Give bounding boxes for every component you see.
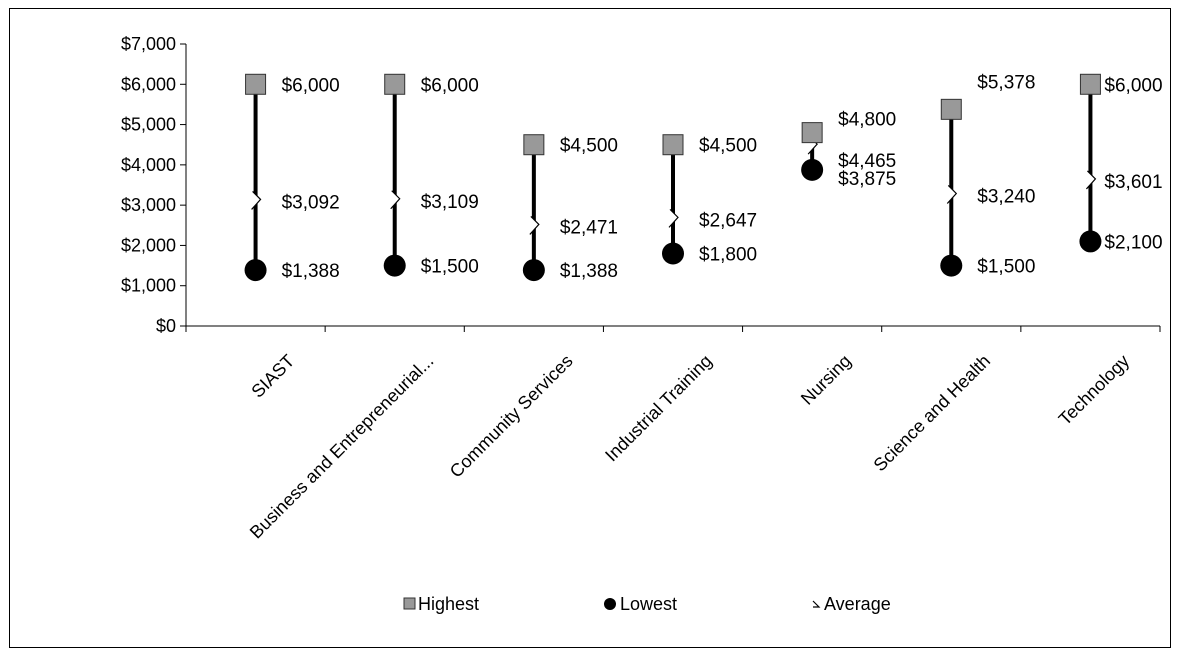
lowest-marker xyxy=(940,254,963,277)
x-category-label: Industrial Training xyxy=(601,351,716,466)
average-marker xyxy=(529,216,540,235)
average-marker xyxy=(946,185,958,204)
plot-area: $6,000 $3,092 $1,388 $6,000 $3,109 $1,500 $4,5… xyxy=(244,72,1163,282)
y-tick-label: $4,000 xyxy=(121,155,176,175)
highest-marker xyxy=(801,122,823,144)
highest-data-label: $4,500 xyxy=(699,136,757,157)
y-tick-label: $2,000 xyxy=(121,235,176,255)
highest-data-label: $5,378 xyxy=(977,72,1035,93)
legend-average-label: Average xyxy=(824,594,891,614)
average-marker xyxy=(390,190,401,210)
x-category-label: Science and Health xyxy=(870,351,995,476)
legend-average-swatch xyxy=(812,600,821,608)
legend-highest-swatch xyxy=(403,597,416,610)
lowest-marker xyxy=(244,259,267,282)
legend-lowest-swatch xyxy=(604,598,616,610)
highest-marker xyxy=(245,73,267,95)
lowest-marker xyxy=(801,158,824,181)
y-tick-label: $5,000 xyxy=(121,115,176,135)
average-data-label: $3,601 xyxy=(1104,172,1162,193)
legend: Highest Lowest Average xyxy=(403,594,891,614)
y-axis: $0 $1,000 $2,000 $3,000 $4,000 $5,000 $6,000 $7… xyxy=(121,34,187,336)
average-marker xyxy=(251,191,262,210)
highest-marker xyxy=(523,134,545,156)
lowest-data-label: $1,800 xyxy=(699,244,757,265)
average-data-label: $3,109 xyxy=(421,192,479,213)
legend-highest-label: Highest xyxy=(418,594,479,614)
highest-data-label: $6,000 xyxy=(282,75,340,96)
x-category-label: Technology xyxy=(1055,351,1134,430)
y-tick-label: $0 xyxy=(156,316,176,336)
lowest-marker xyxy=(662,242,684,265)
average-data-label: $3,092 xyxy=(282,192,340,213)
y-tick-label: $1,000 xyxy=(121,276,176,296)
average-data-label: $3,240 xyxy=(977,186,1035,207)
lowest-marker xyxy=(522,259,545,282)
lowest-data-label: $2,100 xyxy=(1104,232,1162,253)
x-category-label: Nursing xyxy=(797,351,855,409)
average-marker xyxy=(1085,170,1097,190)
highest-data-label: $6,000 xyxy=(1104,75,1162,96)
highest-marker xyxy=(662,134,684,156)
highest-data-label: $6,000 xyxy=(421,75,479,96)
highest-marker xyxy=(384,73,406,95)
average-data-label: $4,465 xyxy=(838,151,896,172)
average-marker xyxy=(668,208,679,228)
high-low-chart: $0 $1,000 $2,000 $3,000 $4,000 $5,000 $6,000 $7… xyxy=(121,34,1163,614)
x-category-label: SIAST xyxy=(247,351,298,402)
legend-lowest-label: Lowest xyxy=(620,594,677,614)
average-data-label: $2,471 xyxy=(560,217,618,238)
highest-marker xyxy=(940,98,962,120)
lowest-data-label: $1,388 xyxy=(560,261,618,282)
lowest-marker xyxy=(383,254,406,277)
lowest-data-label: $1,388 xyxy=(282,261,340,282)
highest-data-label: $4,500 xyxy=(560,136,618,157)
y-tick-label: $6,000 xyxy=(121,74,176,94)
y-tick-label: $7,000 xyxy=(121,34,176,54)
lowest-data-label: $1,500 xyxy=(977,257,1035,278)
average-data-label: $2,647 xyxy=(699,210,757,231)
highest-marker xyxy=(1079,73,1101,95)
lowest-data-label: $1,500 xyxy=(421,257,479,278)
lowest-marker xyxy=(1079,230,1102,253)
x-category-label: Community Services xyxy=(446,351,577,482)
chart-frame: $0 $1,000 $2,000 $3,000 $4,000 $5,000 $6,000 $7… xyxy=(9,8,1171,648)
highest-data-label: $4,800 xyxy=(838,110,896,131)
y-tick-label: $3,000 xyxy=(121,195,176,215)
lowest-data-label: $3,875 xyxy=(838,169,896,190)
